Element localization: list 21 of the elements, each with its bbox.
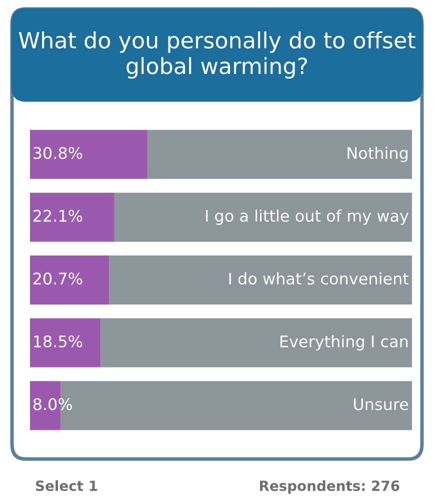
bar	[114, 192, 412, 242]
text: Select 1	[36, 480, 98, 492]
bar	[30, 318, 101, 368]
y-tick-label: Nothing	[348, 146, 408, 162]
data-label: 30.8%	[34, 146, 82, 160]
chart-title: What do you personally do to offset global warming?	[18, 31, 416, 79]
bar	[100, 318, 412, 368]
data-label: 8.0%	[33, 398, 72, 410]
y-tick-label: Everything I can	[280, 335, 408, 351]
y-tick-label: Unsure	[354, 398, 408, 410]
data-label: 18.5%	[34, 335, 82, 348]
text: Respondents: 276	[260, 480, 400, 494]
data-label: 20.7%	[33, 272, 82, 285]
data-label: 22.1%	[33, 210, 82, 222]
bar	[30, 130, 148, 179]
y-tick-label: I do what’s convenient	[229, 272, 409, 285]
bar	[109, 256, 412, 304]
bar	[30, 192, 114, 242]
bar	[30, 256, 110, 304]
bar	[148, 130, 412, 179]
y-tick-label: I go a little out of my way	[206, 209, 408, 225]
